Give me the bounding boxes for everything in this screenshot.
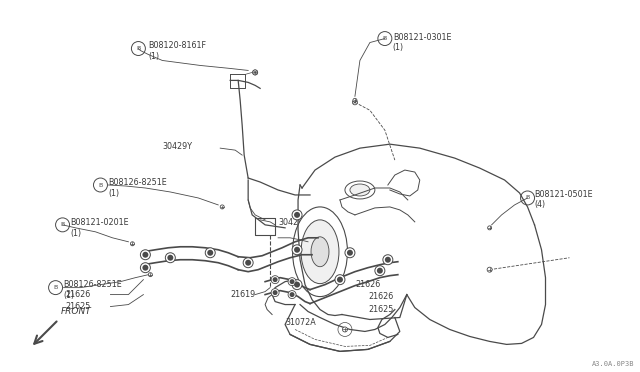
Circle shape [292, 210, 302, 220]
Circle shape [487, 267, 492, 272]
Text: B08121-0201E: B08121-0201E [70, 218, 129, 227]
Circle shape [347, 250, 353, 256]
Text: (1): (1) [393, 42, 404, 52]
Circle shape [342, 327, 348, 332]
Circle shape [294, 247, 300, 253]
Circle shape [253, 70, 258, 75]
Circle shape [273, 290, 278, 295]
Circle shape [167, 255, 173, 261]
Circle shape [207, 250, 213, 256]
Circle shape [288, 278, 296, 286]
Circle shape [142, 252, 148, 258]
Circle shape [253, 70, 258, 75]
Circle shape [353, 98, 357, 102]
Circle shape [271, 289, 279, 296]
Text: 30429X: 30429X [278, 218, 309, 227]
Text: (4): (4) [534, 200, 546, 209]
Circle shape [245, 260, 251, 266]
Text: (1): (1) [63, 291, 75, 299]
Text: 21626: 21626 [65, 290, 91, 299]
Circle shape [142, 265, 148, 271]
Ellipse shape [301, 220, 339, 283]
Circle shape [205, 248, 215, 258]
Text: 21626: 21626 [308, 235, 333, 244]
Text: 30429Y: 30429Y [163, 142, 193, 151]
Circle shape [243, 258, 253, 268]
Text: 31072A: 31072A [285, 318, 316, 327]
Circle shape [165, 253, 175, 263]
Circle shape [385, 257, 391, 263]
Text: FRONT: FRONT [61, 307, 92, 315]
Circle shape [294, 282, 300, 288]
Text: A3.0A.0P3B: A3.0A.0P3B [592, 361, 634, 367]
Circle shape [148, 273, 152, 277]
Text: B: B [99, 183, 102, 187]
Circle shape [273, 277, 278, 282]
Text: B08120-8161F: B08120-8161F [148, 41, 206, 49]
Text: 21619: 21619 [230, 290, 255, 299]
Circle shape [271, 276, 279, 283]
Circle shape [337, 277, 343, 283]
Circle shape [140, 263, 150, 273]
Circle shape [292, 245, 302, 255]
Circle shape [288, 291, 296, 299]
Ellipse shape [292, 207, 348, 296]
Text: 21625: 21625 [368, 305, 393, 314]
Text: B: B [54, 285, 58, 290]
Text: 21626: 21626 [355, 280, 380, 289]
Text: (1): (1) [108, 189, 120, 198]
Ellipse shape [311, 237, 329, 267]
Text: B: B [136, 46, 141, 51]
Text: 21626: 21626 [368, 292, 393, 301]
Circle shape [294, 212, 300, 218]
Ellipse shape [345, 181, 375, 199]
Circle shape [488, 226, 492, 230]
Text: B08126-8251E: B08126-8251E [63, 280, 122, 289]
Circle shape [383, 255, 393, 265]
Circle shape [140, 250, 150, 260]
Ellipse shape [350, 184, 370, 196]
Text: B08121-0301E: B08121-0301E [393, 33, 451, 42]
Text: B: B [525, 195, 530, 201]
Text: 21625: 21625 [65, 302, 91, 311]
Circle shape [292, 280, 302, 290]
Circle shape [377, 268, 383, 274]
Circle shape [335, 275, 345, 285]
Circle shape [289, 292, 294, 297]
Circle shape [375, 266, 385, 276]
Circle shape [353, 100, 357, 105]
Circle shape [289, 279, 294, 284]
Text: B08126-8251E: B08126-8251E [108, 178, 167, 187]
Circle shape [220, 205, 224, 209]
Text: (1): (1) [148, 51, 159, 61]
Text: B: B [60, 222, 65, 227]
Text: B08121-0501E: B08121-0501E [534, 190, 593, 199]
Circle shape [345, 248, 355, 258]
Text: (1): (1) [70, 229, 82, 238]
Circle shape [131, 242, 134, 246]
Text: B: B [383, 36, 387, 41]
